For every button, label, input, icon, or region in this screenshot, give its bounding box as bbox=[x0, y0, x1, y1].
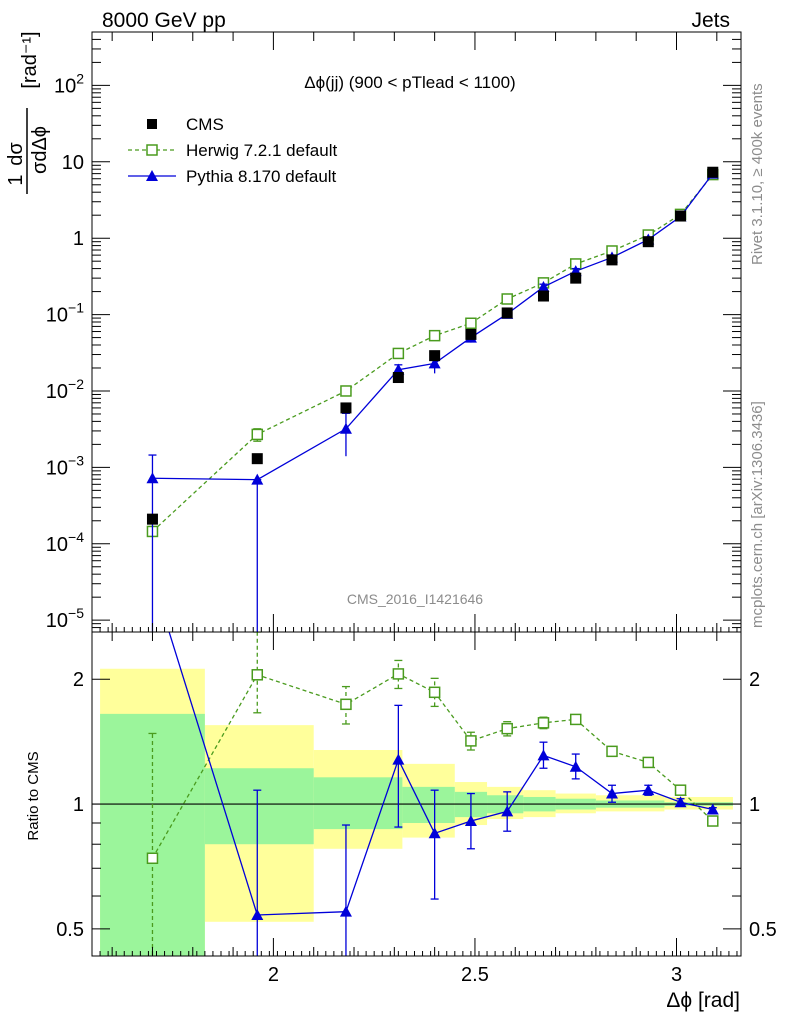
ratio-herwig-point bbox=[707, 815, 719, 827]
legend-label-herwig: Herwig 7.2.1 default bbox=[186, 141, 337, 160]
ratio-pythia-point bbox=[428, 827, 441, 839]
cms-data-point bbox=[251, 453, 263, 465]
ratio-plot-panel: 0.5 0.5 1 1 2 2 2 2.5 3 Ratio to CMS Δϕ [rad] bbox=[25, 631, 777, 1012]
ratio-y-tick-label-right: 2 bbox=[749, 669, 760, 691]
cms-data-point bbox=[642, 236, 654, 248]
ratio-pythia-point bbox=[392, 753, 405, 765]
ratio-herwig-point bbox=[428, 686, 441, 699]
x-tick-label: 2.5 bbox=[461, 964, 489, 986]
x-tick-label: 2 bbox=[268, 964, 279, 986]
y-tick-label: 10−4 bbox=[46, 529, 84, 556]
header-left-label: 8000 GeV pp bbox=[102, 9, 226, 32]
legend-pythia-marker bbox=[146, 170, 158, 181]
ratio-y-tick-label-left: 1 bbox=[73, 794, 84, 816]
y-tick-label: 1 bbox=[73, 228, 84, 250]
ratio-pythia-point bbox=[606, 787, 619, 799]
mcplots-reference-label: mcplots.cern.ch [arXiv:1306.3436] bbox=[749, 401, 766, 628]
ratio-herwig-point bbox=[569, 713, 582, 726]
main-plot-title: Δϕ(jj) (900 < pTlead < 1100) bbox=[304, 73, 515, 92]
y-label-group: 1 dσ σdΔϕ [rad⁻¹] bbox=[5, 31, 51, 194]
cms-data-point bbox=[537, 290, 549, 302]
ratio-herwig-point bbox=[340, 698, 352, 711]
ratio-herwig-point bbox=[251, 669, 264, 681]
ratio-y-tick-label-right: 0.5 bbox=[749, 919, 777, 941]
y-tick-label: 10−3 bbox=[46, 452, 84, 479]
ratio-pythia-point bbox=[537, 749, 550, 761]
y-tick-label: 10−2 bbox=[46, 376, 84, 403]
pythia-point bbox=[537, 280, 550, 292]
pythia-point bbox=[428, 357, 441, 369]
cms-data-point bbox=[606, 254, 618, 266]
cms-data-point bbox=[675, 210, 687, 222]
pythia-point bbox=[392, 363, 405, 375]
ratio-pythia-point bbox=[642, 784, 655, 796]
ratio-herwig-point bbox=[674, 784, 687, 796]
ratio-herwig-point bbox=[146, 852, 159, 865]
ratio-pythia-point bbox=[674, 796, 687, 808]
rivet-version-label: Rivet 3.1.10, ≥ 400k events bbox=[749, 83, 766, 265]
ratio-y-tick-label-right: 1 bbox=[749, 794, 760, 816]
ratio-herwig-point bbox=[642, 756, 655, 769]
cms-data-point bbox=[570, 272, 582, 284]
ratio-pythia-point bbox=[464, 815, 477, 827]
cms-data-point bbox=[465, 328, 477, 340]
herwig-point bbox=[392, 347, 405, 360]
ylabel-denominator: σdΔϕ bbox=[29, 126, 51, 174]
stat-uncertainty-band bbox=[402, 786, 455, 824]
legend-herwig-marker bbox=[146, 144, 158, 156]
cms-data-point bbox=[707, 166, 719, 178]
cms-data-point bbox=[429, 350, 441, 362]
ylabel-dsigma: dσ bbox=[5, 142, 27, 166]
ratio-y-tick-label-left: 0.5 bbox=[56, 919, 84, 941]
ratio-y-axis-label: Ratio to CMS bbox=[25, 751, 42, 840]
pythia-point bbox=[339, 422, 352, 434]
header-right-label: Jets bbox=[691, 9, 730, 32]
y-tick-label: 102 bbox=[54, 70, 84, 97]
ratio-herwig-point bbox=[606, 745, 618, 758]
cms-data-point bbox=[392, 372, 404, 384]
cms-data-point bbox=[340, 402, 352, 414]
cms-data-point bbox=[501, 307, 513, 319]
herwig-point bbox=[251, 428, 264, 441]
main-plot-panel: 10−5 10−4 10−3 10−2 10−1 1 10 102 Δϕ(jj) (900 <… bbox=[5, 31, 742, 633]
legend-cms-marker bbox=[147, 119, 157, 129]
ratio-pythia-point bbox=[569, 760, 582, 772]
ratio-herwig-point bbox=[465, 735, 477, 747]
pythia-point bbox=[146, 472, 159, 484]
main-y-axis-label: 1 dσ σdΔϕ [rad⁻¹] bbox=[5, 31, 51, 194]
ratio-plot-frame bbox=[91, 631, 742, 957]
stat-uncertainty-band bbox=[204, 768, 314, 845]
ratio-herwig-point bbox=[392, 668, 405, 680]
y-tick-label: 10−1 bbox=[46, 300, 84, 327]
stat-uncertainty-band bbox=[313, 777, 403, 830]
ratio-herwig-point bbox=[501, 722, 513, 735]
ratio-herwig-point bbox=[537, 717, 550, 729]
y-tick-label: 10−5 bbox=[46, 605, 84, 632]
legend: CMS Herwig 7.2.1 default Pythia 8.170 defa… bbox=[128, 115, 337, 186]
herwig-point bbox=[501, 293, 513, 305]
ratio-y-tick-label-left: 2 bbox=[73, 669, 84, 691]
ylabel-one: 1 bbox=[5, 174, 27, 185]
ratio-pythia-point bbox=[339, 905, 352, 917]
ylabel-unit: [rad⁻¹] bbox=[19, 31, 41, 88]
herwig-point bbox=[428, 329, 441, 342]
ratio-pythia-point bbox=[706, 803, 719, 815]
herwig-point bbox=[340, 385, 352, 397]
legend-label-pythia: Pythia 8.170 default bbox=[186, 167, 337, 186]
pythia-point bbox=[251, 473, 264, 485]
x-tick-label: 3 bbox=[671, 964, 682, 986]
herwig-point bbox=[465, 317, 477, 330]
ratio-pythia-point bbox=[501, 805, 514, 817]
legend-label-cms: CMS bbox=[186, 115, 224, 134]
cms-data-point bbox=[146, 513, 158, 525]
x-axis-label: Δϕ [rad] bbox=[666, 989, 740, 1012]
ratio-pythia-point bbox=[251, 908, 264, 920]
pythia-line bbox=[152, 173, 714, 481]
analysis-watermark: CMS_2016_I1421646 bbox=[347, 591, 483, 607]
y-tick-label: 10 bbox=[62, 152, 84, 174]
